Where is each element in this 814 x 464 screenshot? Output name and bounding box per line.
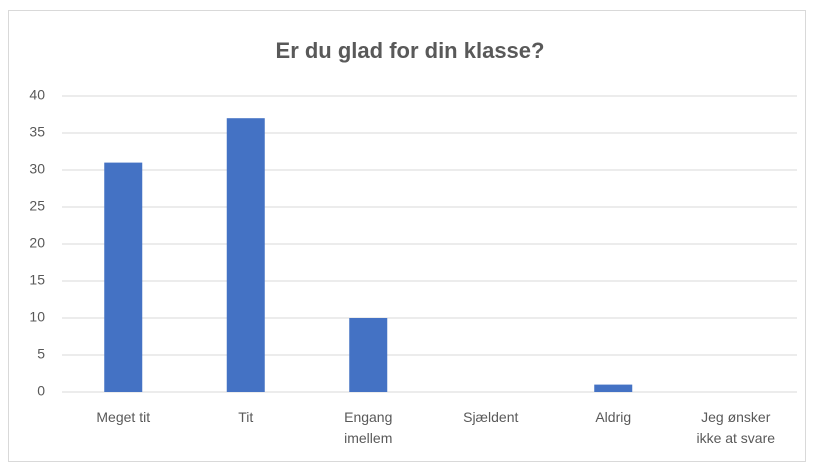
- chart-title: Er du glad for din klasse?: [276, 38, 545, 63]
- bar: [349, 318, 388, 392]
- x-tick-label: Jeg ønsker ikke at svare: [696, 409, 775, 446]
- y-tick-label: 0: [37, 383, 45, 399]
- x-tick-label: Sjældent: [463, 409, 518, 425]
- x-tick-label: Tit: [238, 409, 253, 425]
- y-tick-label: 20: [29, 235, 45, 251]
- y-tick-label: 15: [29, 272, 45, 288]
- y-tick-label: 30: [29, 161, 45, 177]
- x-tick-label: Meget tit: [96, 409, 150, 425]
- y-tick-label: 40: [29, 87, 45, 103]
- y-tick-label: 5: [37, 346, 45, 362]
- x-tick-label: Engang imellem: [344, 409, 392, 446]
- y-tick-label: 25: [29, 198, 45, 214]
- y-tick-label: 35: [29, 124, 45, 140]
- bar: [594, 384, 633, 392]
- y-tick-label: 10: [29, 309, 45, 325]
- x-tick-label: Aldrig: [595, 409, 631, 425]
- bar: [104, 162, 143, 392]
- bar: [226, 118, 265, 392]
